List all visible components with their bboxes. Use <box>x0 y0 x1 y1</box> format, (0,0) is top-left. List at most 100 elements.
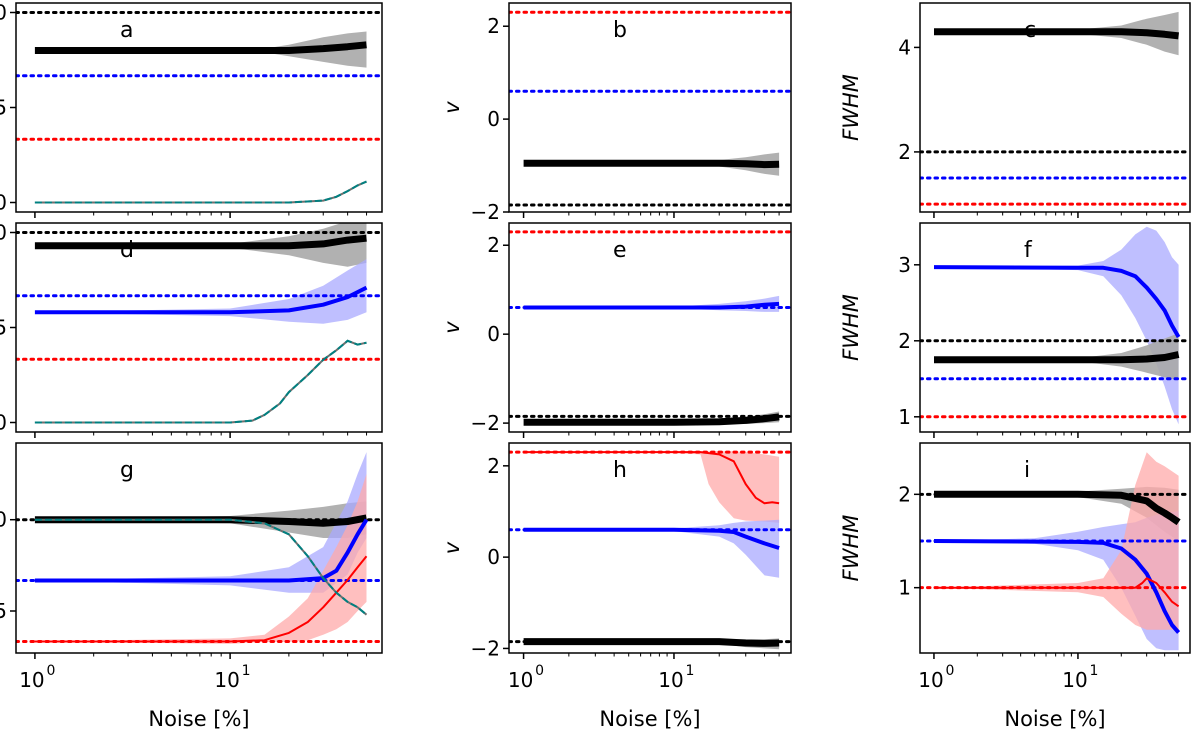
y-tick-label: 2 <box>487 454 500 478</box>
y-tick-label: 2 <box>898 140 911 164</box>
band-red <box>934 452 1179 630</box>
series-black <box>523 413 780 426</box>
series-teal <box>34 339 367 424</box>
panel-frame <box>919 2 1191 213</box>
y-tick-label: 0 <box>487 545 500 569</box>
y-tick-label: −2 <box>471 200 500 224</box>
band-blue <box>934 226 1179 425</box>
y-tick-label: 0.5 <box>0 599 7 623</box>
panel-b: −2 0 2 v b <box>440 2 792 224</box>
y-tick-label: −2 <box>471 411 500 435</box>
plot-area <box>509 450 791 650</box>
y-tick-label: 2 <box>898 329 911 353</box>
band-blue <box>523 519 780 578</box>
panel-letter: d <box>120 238 134 263</box>
panel-letter: g <box>120 458 134 483</box>
y-tick-label: 2 <box>898 482 911 506</box>
panel-frame <box>15 2 383 213</box>
x-axis-label: Noise [%] <box>148 707 249 731</box>
y-tick-label: −2 <box>471 636 500 660</box>
panel-d: 0.00.51.0Td <box>0 221 383 438</box>
x-axis-label: Noise [%] <box>599 707 700 731</box>
band-red <box>34 474 367 644</box>
series-black <box>34 41 367 54</box>
series-teal-under <box>34 339 367 424</box>
x-tick-label: 10 <box>214 668 239 692</box>
series-teal <box>34 518 368 616</box>
y-axis-label: v <box>440 101 464 114</box>
panel-c: 2 4 FWHM c <box>839 2 1191 218</box>
y-axis-label: FWHM <box>839 515 863 582</box>
band-blue <box>34 259 367 324</box>
panel-f: 1 2 3 FWHM f <box>839 222 1191 438</box>
x-tick-label: 10 <box>19 668 44 692</box>
panel-a: 0.00.51.0Ta <box>0 1 383 218</box>
plot-area <box>509 10 791 207</box>
series-blue <box>933 539 1181 634</box>
panel-letter: i <box>1024 458 1030 483</box>
panel-letter: a <box>120 18 133 43</box>
x-tick-label-exponent: 0 <box>46 663 55 679</box>
series-blue <box>523 527 780 550</box>
panel-frame <box>919 222 1191 433</box>
plot-area <box>509 230 791 426</box>
panel-letter: h <box>613 458 627 483</box>
series-teal <box>34 180 367 204</box>
panel-letter: e <box>613 238 627 263</box>
y-tick-label: 1.0 <box>0 221 7 245</box>
plot-area <box>16 452 382 644</box>
y-tick-label: 0.0 <box>0 411 7 435</box>
y-tick-label: 4 <box>898 35 911 59</box>
band-black <box>934 486 1179 541</box>
x-tick-label-exponent: 1 <box>686 663 695 679</box>
panel-frame <box>15 442 383 654</box>
series-black <box>34 234 367 250</box>
y-tick-label: 2 <box>487 233 500 257</box>
plot-area <box>16 223 382 424</box>
band-red <box>523 451 780 523</box>
series-black <box>523 159 780 169</box>
panel-letter: c <box>1024 18 1036 43</box>
plot-area <box>920 11 1190 206</box>
series-black <box>523 638 780 647</box>
x-tick-label: 10 <box>1062 668 1087 692</box>
panel-g: 0.51.0Tg100101Noise [%] <box>0 442 383 731</box>
y-tick-label: 0.5 <box>0 316 7 340</box>
series-black <box>934 351 1180 364</box>
y-tick-label: 0 <box>487 322 500 346</box>
series-blue <box>34 518 369 583</box>
panel-frame <box>508 222 792 433</box>
y-axis-label: v <box>440 321 464 334</box>
series-blue <box>34 285 368 315</box>
x-tick-label: 10 <box>658 668 683 692</box>
y-axis-label: v <box>440 541 464 554</box>
panel-letter: b <box>613 18 627 43</box>
y-tick-label: 0 <box>487 107 500 131</box>
series-red <box>934 577 1180 608</box>
y-tick-label: 1.0 <box>0 508 7 532</box>
x-tick-label-exponent: 1 <box>242 663 251 679</box>
series-red <box>34 555 368 643</box>
series-teal-under <box>34 180 367 204</box>
y-tick-label: 1.0 <box>0 1 7 25</box>
plot-area <box>920 452 1190 651</box>
x-tick-label-exponent: 0 <box>945 663 954 679</box>
panel-frame <box>508 2 792 213</box>
y-axis-label: FWHM <box>839 74 863 141</box>
y-tick-label: 2 <box>487 14 500 38</box>
y-tick-label: 1 <box>898 405 911 429</box>
band-black <box>34 223 367 267</box>
x-tick-label: 10 <box>508 668 533 692</box>
plot-area <box>16 11 382 204</box>
series-black <box>934 28 1179 40</box>
y-axis-label: FWHM <box>839 294 863 361</box>
panel-frame <box>508 442 792 654</box>
panel-frame <box>919 442 1191 654</box>
x-tick-label-exponent: 1 <box>1089 663 1098 679</box>
y-tick-label: 0.5 <box>0 96 7 120</box>
panel-letter: f <box>1024 238 1033 263</box>
